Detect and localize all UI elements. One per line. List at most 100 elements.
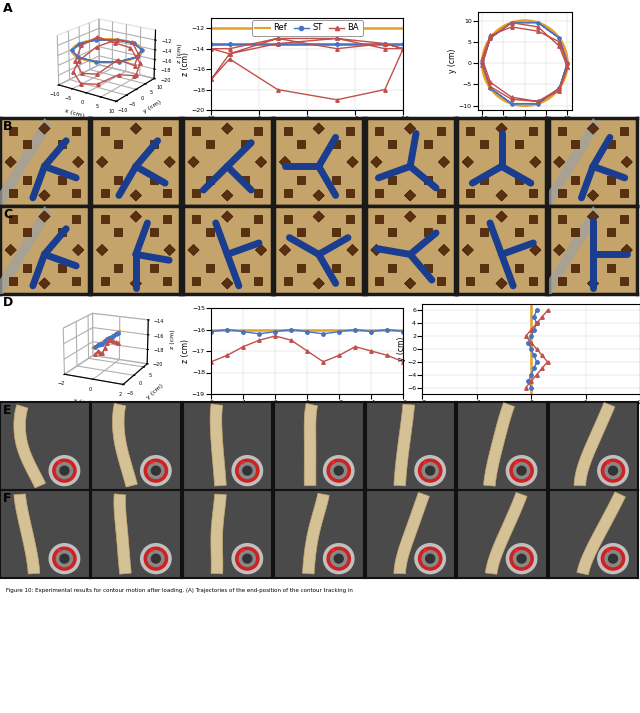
FancyBboxPatch shape [467,215,474,223]
FancyBboxPatch shape [404,123,416,134]
FancyBboxPatch shape [588,278,598,289]
FancyBboxPatch shape [255,156,267,168]
FancyBboxPatch shape [313,123,324,134]
FancyBboxPatch shape [437,127,445,135]
FancyBboxPatch shape [72,215,79,223]
FancyBboxPatch shape [72,127,79,135]
FancyBboxPatch shape [297,264,305,272]
FancyBboxPatch shape [39,123,50,134]
FancyBboxPatch shape [279,245,291,255]
Circle shape [602,547,625,570]
FancyBboxPatch shape [558,127,566,135]
Y-axis label: z (cm): z (cm) [181,52,191,76]
FancyBboxPatch shape [114,175,122,183]
FancyBboxPatch shape [529,277,537,284]
FancyBboxPatch shape [480,140,488,148]
FancyBboxPatch shape [388,175,396,183]
FancyBboxPatch shape [515,228,524,237]
FancyBboxPatch shape [529,189,537,197]
Circle shape [517,554,526,563]
FancyBboxPatch shape [333,140,340,148]
Text: C: C [3,208,12,221]
FancyBboxPatch shape [424,140,432,148]
FancyBboxPatch shape [100,127,109,135]
Circle shape [415,544,445,573]
FancyBboxPatch shape [467,189,474,197]
Polygon shape [303,493,329,574]
FancyBboxPatch shape [10,127,17,135]
FancyBboxPatch shape [438,156,449,168]
Circle shape [609,554,618,563]
Y-axis label: y (cm): y (cm) [142,100,162,115]
Circle shape [513,463,530,478]
Y-axis label: z (cm): z (cm) [181,339,191,363]
FancyBboxPatch shape [22,228,31,237]
Circle shape [141,456,171,486]
FancyBboxPatch shape [241,175,249,183]
Polygon shape [394,404,415,486]
FancyBboxPatch shape [192,277,200,284]
FancyBboxPatch shape [621,156,632,168]
Circle shape [53,547,76,570]
FancyBboxPatch shape [462,245,474,255]
FancyBboxPatch shape [572,175,579,183]
Circle shape [426,466,435,475]
FancyBboxPatch shape [496,278,508,289]
FancyBboxPatch shape [22,175,31,183]
FancyBboxPatch shape [241,264,249,272]
Circle shape [422,463,438,478]
FancyBboxPatch shape [462,156,474,168]
Text: Figure 10: Experimental results for contour motion after loading. (A) Trajectori: Figure 10: Experimental results for cont… [6,588,353,593]
FancyBboxPatch shape [438,245,449,255]
FancyBboxPatch shape [192,127,200,135]
FancyBboxPatch shape [72,245,84,255]
FancyBboxPatch shape [333,175,340,183]
Circle shape [53,459,76,482]
FancyBboxPatch shape [480,264,488,272]
Circle shape [239,463,255,478]
Circle shape [56,463,72,478]
FancyBboxPatch shape [205,175,214,183]
Circle shape [334,554,343,563]
FancyBboxPatch shape [404,278,416,289]
X-axis label: x (cm): x (cm) [519,406,543,416]
X-axis label: x (cm): x (cm) [65,108,85,118]
Circle shape [517,466,526,475]
FancyBboxPatch shape [297,140,305,148]
FancyBboxPatch shape [375,127,383,135]
Text: E: E [3,404,12,417]
FancyBboxPatch shape [114,264,122,272]
FancyBboxPatch shape [621,245,632,255]
Circle shape [152,554,161,563]
Legend: Ref, ST, BA: Ref, ST, BA [252,20,362,36]
FancyBboxPatch shape [558,215,566,223]
Circle shape [327,459,350,482]
FancyBboxPatch shape [221,211,233,222]
FancyBboxPatch shape [150,264,157,272]
FancyBboxPatch shape [371,245,382,255]
Polygon shape [14,494,40,574]
FancyBboxPatch shape [515,140,524,148]
Circle shape [510,547,533,570]
FancyBboxPatch shape [588,190,598,201]
FancyBboxPatch shape [10,189,17,197]
Circle shape [419,459,442,482]
Circle shape [605,550,621,567]
Circle shape [243,554,252,563]
FancyBboxPatch shape [241,140,249,148]
FancyBboxPatch shape [58,228,66,237]
Y-axis label: y (cm): y (cm) [397,337,406,361]
Circle shape [323,456,354,486]
Circle shape [243,466,252,475]
FancyBboxPatch shape [114,140,122,148]
Circle shape [419,547,442,570]
FancyBboxPatch shape [205,140,214,148]
FancyBboxPatch shape [467,277,474,284]
X-axis label: y (cm): y (cm) [295,406,319,416]
FancyBboxPatch shape [22,140,31,148]
FancyBboxPatch shape [515,175,524,183]
FancyBboxPatch shape [254,189,262,197]
Circle shape [144,459,168,482]
Y-axis label: y (cm): y (cm) [448,48,458,73]
Circle shape [232,456,262,486]
